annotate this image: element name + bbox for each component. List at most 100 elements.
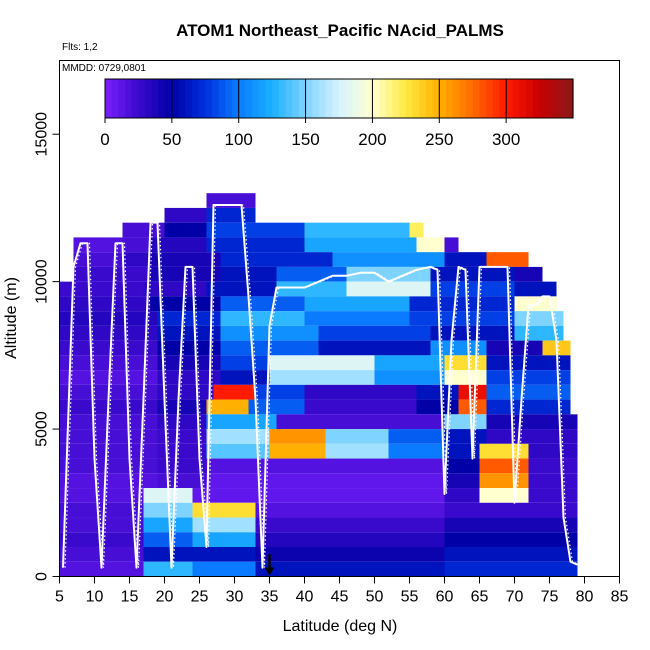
- curtain-cell: [528, 488, 578, 503]
- colorbar-swatch: [285, 79, 293, 118]
- colorbar-swatch: [379, 79, 387, 118]
- curtain-cell: [59, 311, 158, 326]
- curtain-cell: [220, 355, 270, 371]
- colorbar-swatch: [405, 79, 414, 118]
- x-tick-label: 25: [191, 589, 209, 606]
- colorbar-tick-label: 200: [358, 130, 386, 149]
- curtain-cell: [444, 458, 480, 474]
- x-tick-label: 15: [121, 589, 139, 606]
- curtain-cell: [514, 311, 564, 326]
- curtain-cell: [486, 399, 571, 415]
- curtain-cell: [269, 370, 375, 385]
- x-tick-label: 30: [226, 589, 244, 606]
- curtain-cell: [444, 414, 487, 430]
- curtain-cell: [304, 237, 417, 253]
- curtain-cell: [59, 561, 144, 577]
- curtain-cell: [325, 443, 389, 459]
- curtain-cell: [479, 458, 529, 474]
- colorbar-swatch: [252, 79, 260, 118]
- curtain-cell: [59, 473, 158, 489]
- colorbar-tick-label: 250: [425, 130, 453, 149]
- colorbar-swatch: [111, 79, 119, 118]
- curtain-cell: [206, 473, 445, 489]
- colorbar: [104, 78, 574, 123]
- curtain-cell: [206, 414, 277, 430]
- colorbar-swatch: [352, 79, 360, 118]
- curtain-cell: [220, 370, 270, 385]
- colorbar-swatch: [118, 79, 126, 118]
- colorbar-tick-label: 150: [291, 130, 319, 149]
- curtain-cell: [157, 429, 207, 444]
- colorbar-tick-label: 300: [492, 130, 520, 149]
- colorbar-swatch: [479, 79, 487, 118]
- colorbar-swatch: [205, 79, 213, 118]
- curtain-cell: [479, 473, 529, 489]
- curtain-cell: [192, 561, 256, 577]
- curtain-cell: [444, 252, 487, 267]
- curtain-cell: [59, 443, 158, 459]
- colorbar-swatch: [419, 79, 427, 118]
- curtain-cell: [59, 325, 158, 341]
- x-tick-label: 50: [366, 589, 384, 606]
- curtain-cell: [528, 443, 578, 459]
- curtain-cell: [206, 429, 270, 444]
- colorbar-swatch: [359, 79, 367, 118]
- colorbar-swatch: [225, 79, 233, 118]
- curtain-cell: [486, 252, 529, 267]
- curtain-cell: [416, 399, 459, 415]
- curtain-cell: [276, 281, 347, 297]
- curtain-cell: [122, 252, 151, 267]
- x-tick-label: 5: [55, 589, 64, 606]
- latitude-marker: [264, 554, 275, 576]
- colorbar-swatch: [432, 79, 440, 118]
- colorbar-swatch: [532, 79, 541, 118]
- curtain-cell: [157, 325, 221, 341]
- curtain-cell: [416, 237, 445, 253]
- curtain-cell: [206, 237, 305, 253]
- colorbar-swatch: [138, 79, 146, 118]
- curtain-cell: [444, 532, 578, 548]
- curtain-cell: [486, 414, 578, 430]
- curtain-cell: [486, 429, 578, 444]
- curtain-cell: [304, 384, 417, 400]
- curtain-cell: [73, 237, 123, 253]
- colorbar-swatch: [292, 79, 300, 118]
- curtain-cell: [269, 429, 326, 444]
- curtain-cell: [486, 340, 543, 356]
- curtain-cell: [444, 429, 487, 444]
- curtain-cell: [409, 296, 515, 312]
- curtain-cell: [59, 502, 144, 518]
- colorbar-swatch: [559, 79, 567, 118]
- curtain-cell: [430, 325, 515, 341]
- x-tick-label: 35: [261, 589, 279, 606]
- x-tick-label: 45: [331, 589, 349, 606]
- y-tick-label: 0: [34, 572, 51, 581]
- colorbar-swatch: [151, 79, 160, 118]
- curtain-cell: [164, 207, 207, 223]
- curtain-cell: [430, 266, 515, 282]
- curtain-cell: [213, 384, 256, 400]
- curtain-cell: [409, 222, 424, 238]
- curtain-cell: [486, 370, 571, 385]
- curtain-cell: [514, 281, 557, 297]
- colorbar-swatch: [566, 79, 574, 118]
- curtain-cell: [444, 561, 578, 577]
- x-tick-label: 60: [436, 589, 454, 606]
- x-axis-label: Latitude (deg N): [283, 618, 398, 635]
- curtain-cell: [150, 237, 207, 253]
- colorbar-swatch: [272, 79, 280, 118]
- colorbar-tick-label: 0: [100, 130, 109, 149]
- curtain-cell: [325, 429, 389, 444]
- colorbar-swatch: [552, 79, 561, 118]
- y-tick-label: 5000: [34, 411, 51, 447]
- curtain-cell: [444, 443, 480, 459]
- curtain-cell: [143, 502, 193, 518]
- x-tick-label: 20: [156, 589, 174, 606]
- curtain-cell: [255, 517, 445, 533]
- colorbar-swatch: [519, 79, 527, 118]
- x-tick-label: 40: [296, 589, 314, 606]
- curtain-cell: [157, 473, 207, 489]
- colorbar-swatch: [385, 79, 394, 118]
- curtain-cell: [444, 517, 578, 533]
